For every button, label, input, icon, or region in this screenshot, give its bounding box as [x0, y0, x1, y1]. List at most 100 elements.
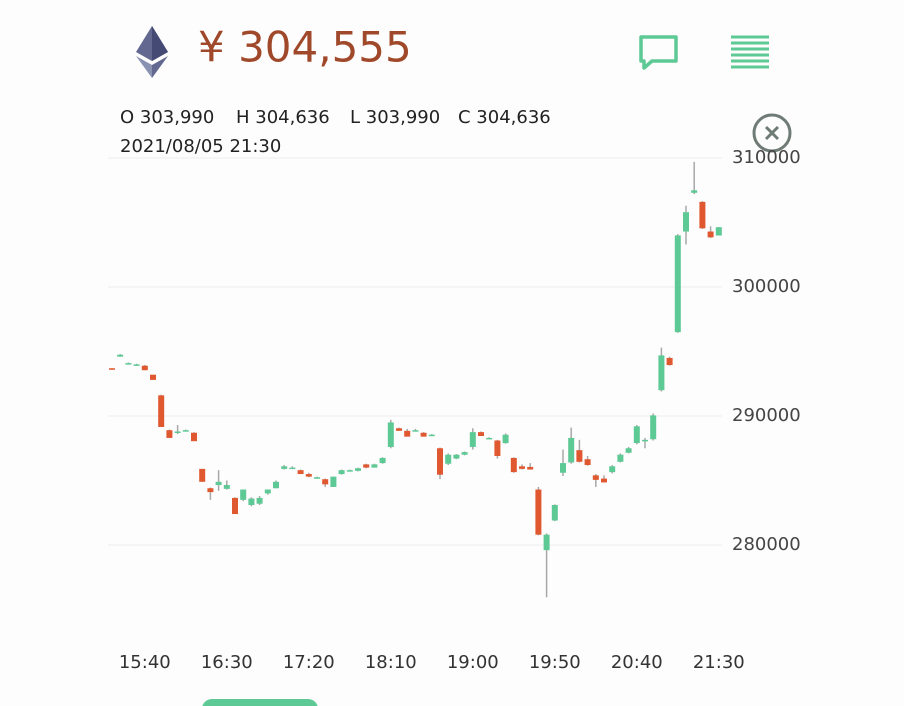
candle-body: [379, 457, 386, 464]
y-tick-label: 280000: [732, 534, 801, 555]
candle-body: [551, 505, 558, 521]
candle-body: [527, 466, 534, 470]
menu-button[interactable]: [731, 35, 769, 69]
candle-body: [240, 489, 247, 500]
ohlc-open: O 303,990: [120, 107, 214, 128]
bottom-button[interactable]: [202, 699, 318, 706]
x-tick-label: 16:30: [201, 652, 253, 673]
candle-body: [510, 457, 517, 473]
candle-body: [707, 231, 714, 238]
candle-body: [683, 212, 689, 232]
x-tick-label: 18:10: [365, 652, 417, 673]
candle-body: [609, 466, 616, 473]
candle-body: [117, 354, 124, 357]
y-tick-label: 300000: [732, 276, 801, 297]
candle-body: [256, 497, 263, 504]
candle-body: [289, 467, 296, 470]
candle-body: [371, 464, 378, 468]
candle-body: [191, 432, 197, 442]
candle-body: [437, 448, 443, 475]
candle-body: [543, 534, 550, 551]
candle-body: [494, 440, 501, 456]
chat-button[interactable]: [639, 35, 678, 70]
candle-body: [273, 481, 279, 489]
candle-body: [428, 434, 435, 437]
candle-body: [387, 422, 394, 447]
candle-body: [346, 470, 353, 472]
candle-body: [519, 466, 525, 469]
candle-body: [248, 498, 255, 506]
candle-body: [535, 489, 542, 535]
candle-body: [486, 437, 493, 440]
candle-body: [642, 439, 648, 442]
candle-body: [199, 468, 206, 482]
x-tick-label: 20:40: [611, 652, 663, 673]
x-tick-label: 19:50: [529, 652, 581, 673]
candle-body: [133, 364, 140, 366]
y-tick-label: 290000: [732, 405, 801, 426]
y-tick-label: 310000: [732, 147, 801, 168]
candle-body: [174, 431, 181, 433]
candle-body: [232, 497, 238, 515]
candle-body: [215, 481, 222, 486]
candle-body: [502, 434, 509, 444]
x-tick-label: 19:00: [447, 652, 499, 673]
candle-body: [338, 470, 345, 475]
candle-body: [666, 357, 673, 366]
candle-body: [691, 190, 698, 193]
candle-body: [674, 235, 681, 333]
candle-body: [625, 448, 632, 453]
candle-body: [166, 430, 173, 438]
candle-body: [568, 437, 575, 463]
candle-body: [453, 454, 460, 459]
candle-body: [281, 466, 288, 469]
candle-body: [560, 463, 566, 473]
candle-body: [396, 428, 402, 431]
ohlc-time: 2021/08/05 21:30: [120, 136, 281, 157]
candle-body: [355, 468, 361, 471]
x-tick-label: 17:20: [283, 652, 335, 673]
ohlc-high: H 304,636: [236, 107, 330, 128]
candle-body: [264, 489, 271, 494]
close-button[interactable]: [752, 113, 792, 153]
candle-body: [461, 452, 468, 455]
candle-body: [576, 450, 583, 462]
candle-body: [658, 355, 665, 391]
candle-body: [109, 368, 115, 370]
candle-body: [141, 365, 148, 371]
candle-body: [158, 395, 165, 427]
candle-body: [223, 485, 230, 489]
candle-body: [125, 363, 132, 365]
candle-body: [314, 477, 320, 479]
candle-body: [322, 479, 329, 485]
candle-body: [412, 430, 419, 432]
x-tick-label: 15:40: [119, 652, 171, 673]
candle-body: [330, 476, 337, 487]
candle-body: [584, 459, 591, 466]
candle-body: [469, 432, 476, 447]
candle-body: [363, 464, 370, 468]
candle-body: [699, 201, 706, 229]
candle-body: [478, 432, 484, 436]
candle-body: [601, 478, 607, 483]
candle-body: [650, 415, 657, 440]
ohlc-close: C 304,636: [458, 107, 551, 128]
candle-body: [617, 454, 624, 462]
candle-body: [420, 432, 427, 437]
x-tick-label: 21:30: [693, 652, 745, 673]
eth-icon: [136, 26, 168, 78]
candle-body: [150, 374, 156, 380]
candle-body: [207, 488, 214, 493]
candle-body: [297, 470, 304, 475]
candle-body: [445, 454, 452, 464]
candle-body: [715, 227, 722, 236]
candle-body: [592, 475, 599, 480]
candle-body: [404, 430, 411, 437]
candle-body: [182, 430, 189, 432]
candle-body: [305, 474, 312, 477]
ohlc-low: L 303,990: [350, 107, 440, 128]
current-price: ¥ 304,555: [198, 23, 412, 72]
candle-body: [633, 426, 640, 444]
